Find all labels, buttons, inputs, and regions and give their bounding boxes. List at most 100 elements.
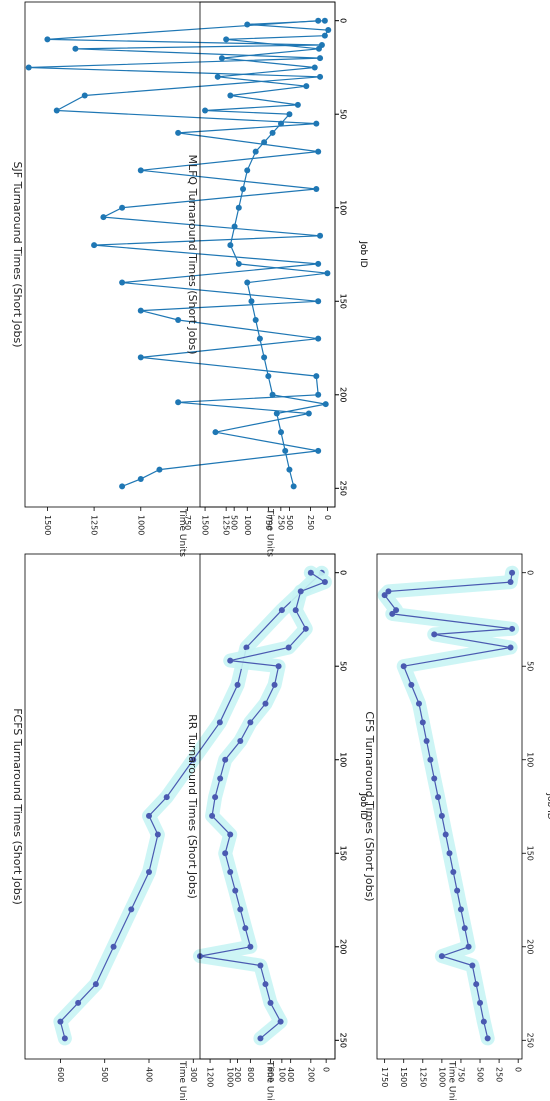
chart-title: CFS Turnaround Times (Short Jobs): [363, 711, 376, 901]
value-tick-label: 200: [306, 1067, 315, 1082]
y-axis-label: Time Units: [177, 1060, 187, 1101]
value-tick-label: 750: [183, 515, 192, 530]
x-axis-label: Job ID: [545, 792, 550, 819]
data-point: [473, 981, 480, 988]
value-tick-label: 100: [277, 1067, 286, 1082]
value-tick-label: 600: [266, 1067, 275, 1082]
series-line: [205, 20, 330, 487]
value-tick-label: 750: [456, 1067, 465, 1082]
data-point: [57, 1018, 64, 1025]
job-tick-label: 150: [339, 846, 348, 861]
data-point: [257, 1035, 264, 1042]
data-point: [242, 925, 249, 932]
data-point: [216, 719, 223, 726]
data-point: [247, 719, 254, 726]
data-point: [480, 1018, 487, 1025]
value-tick-label: 0: [322, 1067, 331, 1072]
data-point: [423, 738, 430, 745]
chart-title: RR Turnaround Times (Short Jobs): [186, 714, 199, 899]
data-point: [146, 812, 152, 819]
data-point: [190, 756, 197, 763]
chart-mlfq: 250500750100012501500050100150200250Job …: [186, 1, 368, 557]
data-point: [294, 101, 301, 108]
value-tick-label: 1250: [90, 515, 99, 535]
data-point: [278, 607, 285, 614]
data-point: [262, 981, 269, 988]
x-axis-label: Job ID: [358, 240, 368, 267]
data-point: [446, 850, 453, 857]
job-tick-label: 150: [339, 846, 348, 861]
value-tick-label: 750: [264, 515, 273, 530]
data-point: [156, 466, 163, 473]
data-point: [321, 32, 328, 39]
data-point: [431, 631, 438, 638]
data-point: [271, 681, 278, 688]
data-point: [325, 27, 332, 34]
data-point: [175, 129, 182, 136]
data-point: [303, 83, 310, 90]
data-point: [286, 466, 293, 473]
data-point: [202, 107, 209, 114]
data-point: [313, 120, 320, 127]
data-point: [137, 307, 144, 314]
data-point: [119, 483, 126, 490]
data-point: [243, 644, 250, 651]
data-point: [262, 700, 269, 707]
data-point: [25, 64, 32, 71]
data-point: [509, 625, 516, 632]
data-point: [119, 279, 126, 286]
value-tick-label: 1250: [222, 515, 231, 535]
data-point: [235, 260, 242, 267]
job-tick-label: 100: [339, 200, 348, 215]
value-tick-label: 250: [276, 515, 285, 530]
value-tick-label: 1750: [380, 1067, 389, 1087]
data-point: [393, 607, 400, 614]
job-tick-label: 50: [339, 109, 348, 119]
data-point: [175, 316, 182, 323]
data-point: [469, 962, 476, 969]
data-point: [419, 719, 426, 726]
data-point: [315, 447, 322, 454]
job-tick-label: 50: [339, 661, 348, 671]
data-point: [53, 107, 60, 114]
data-point: [137, 354, 144, 361]
y-axis-label: Time Units: [265, 508, 275, 557]
data-point: [457, 906, 464, 913]
y-axis-label: Time Units: [265, 1060, 275, 1101]
chart-title: FCFS Turnaround Times (Short Jobs): [11, 708, 24, 905]
data-point: [218, 55, 225, 62]
data-point: [297, 588, 304, 595]
data-point: [212, 429, 219, 436]
data-point: [227, 92, 234, 99]
job-tick-label: 200: [526, 939, 535, 954]
value-tick-label: 500: [230, 515, 239, 530]
data-point: [431, 775, 438, 782]
value-tick-label: 500: [100, 1067, 109, 1082]
job-tick-label: 200: [339, 387, 348, 402]
data-point: [315, 298, 322, 305]
plot-frame: [24, 1, 336, 508]
job-tick-label: 50: [339, 109, 348, 119]
data-point: [277, 1018, 284, 1025]
data-point: [321, 17, 328, 24]
data-point: [507, 579, 514, 586]
job-tick-label: 0: [339, 570, 348, 575]
data-point: [261, 354, 268, 361]
data-point: [313, 373, 320, 380]
value-tick-label: 1500: [399, 1067, 408, 1087]
value-tick-label: 300: [189, 1067, 198, 1082]
job-tick-label: 50: [526, 661, 535, 671]
chart-cfs: 0 250 500 750 1000 1250 1500 1750 0 50 100 150 200 25…: [363, 553, 550, 1101]
data-point: [278, 120, 284, 127]
data-point: [154, 831, 161, 838]
job-tick-label: 0: [339, 18, 348, 23]
data-point: [389, 610, 396, 617]
job-tick-label: 250: [339, 481, 348, 496]
data-point: [75, 999, 82, 1006]
plot-frame: [199, 1, 336, 508]
data-point: [231, 223, 238, 230]
data-point: [214, 73, 221, 80]
value-tick-label: 250: [306, 515, 315, 530]
data-point: [290, 483, 297, 490]
